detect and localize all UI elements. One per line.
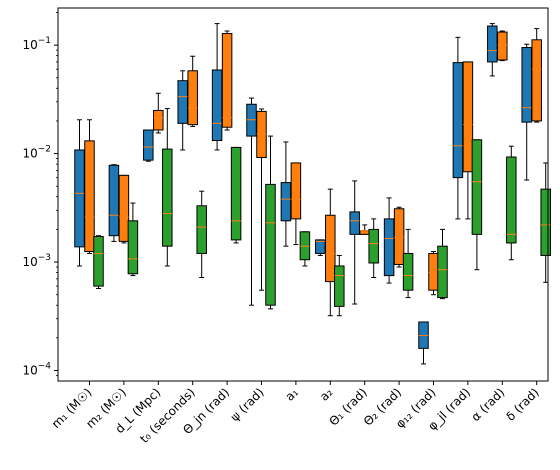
box-series1-cat11 <box>418 321 429 365</box>
box-series2-cat5 <box>221 30 233 131</box>
box-series3-cat9 <box>368 218 379 279</box>
box-iqr <box>437 245 448 299</box>
box-iqr <box>315 239 326 254</box>
box-iqr <box>143 129 154 161</box>
box-iqr <box>402 252 414 291</box>
box-series2-cat12 <box>462 61 474 220</box>
box-series3-cat8 <box>334 254 345 317</box>
box-iqr <box>349 211 360 235</box>
box-iqr <box>497 31 508 61</box>
box-series2-cat2 <box>118 174 130 244</box>
box-series3-cat1 <box>93 235 104 290</box>
box-iqr <box>118 174 130 242</box>
box-iqr <box>531 39 542 122</box>
box-series3-cat6 <box>265 135 276 310</box>
box-series1-cat2 <box>108 164 120 242</box>
box-iqr <box>221 33 233 128</box>
box-iqr <box>265 183 276 306</box>
box-series3-cat4 <box>196 190 207 279</box>
box-series2-cat7 <box>290 162 302 246</box>
box-iqr <box>521 47 532 123</box>
box-series2-cat6 <box>256 108 267 291</box>
box-series2-cat11 <box>428 251 439 296</box>
box-iqr <box>506 156 517 244</box>
box-series3-cat12 <box>471 139 483 271</box>
box-iqr <box>471 139 483 235</box>
box-series2-cat1 <box>84 119 95 254</box>
box-iqr <box>383 218 395 277</box>
box-series1-cat9 <box>349 180 360 305</box>
box-series2-cat3 <box>153 92 164 134</box>
box-series3-cat11 <box>437 228 448 300</box>
box-iqr <box>127 220 139 275</box>
box-series3-cat13 <box>506 145 517 261</box>
plot-frame <box>57 7 549 382</box>
box-series2-cat8 <box>325 188 336 317</box>
box-iqr <box>359 230 370 235</box>
box-iqr <box>108 164 120 237</box>
box-iqr <box>280 182 292 222</box>
box-series1-cat3 <box>143 129 154 162</box>
box-iqr <box>290 162 302 220</box>
box-series3-cat5 <box>230 146 242 244</box>
box-iqr <box>230 146 242 241</box>
box-iqr <box>462 61 474 173</box>
box-series3-cat10 <box>402 228 414 299</box>
box-series3-cat2 <box>127 202 139 277</box>
box-series2-cat14 <box>531 28 542 123</box>
box-iqr <box>487 25 498 63</box>
box-iqr <box>211 69 223 142</box>
box-series2-cat4 <box>187 55 198 127</box>
box-iqr <box>540 188 551 256</box>
box-series3-cat3 <box>162 108 173 267</box>
box-series2-cat10 <box>393 206 405 268</box>
box-iqr <box>334 265 345 307</box>
box-iqr <box>93 235 104 287</box>
box-series1-cat8 <box>315 239 326 256</box>
box-iqr <box>177 80 188 124</box>
box-series3-cat14 <box>540 162 551 283</box>
box-iqr <box>196 205 207 254</box>
boxes-layer <box>74 23 551 365</box>
box-iqr <box>428 252 439 291</box>
box-iqr <box>187 70 198 126</box>
box-iqr <box>84 140 95 253</box>
box-iqr <box>325 214 336 283</box>
box-iqr <box>452 62 464 179</box>
box-iqr <box>162 148 173 247</box>
box-iqr <box>368 228 379 264</box>
box-series2-cat13 <box>497 30 508 62</box>
box-iqr <box>74 149 85 248</box>
box-series1-cat10 <box>383 197 395 284</box>
box-iqr <box>256 110 267 159</box>
box-iqr <box>153 109 164 131</box>
box-series3-cat7 <box>299 231 311 267</box>
